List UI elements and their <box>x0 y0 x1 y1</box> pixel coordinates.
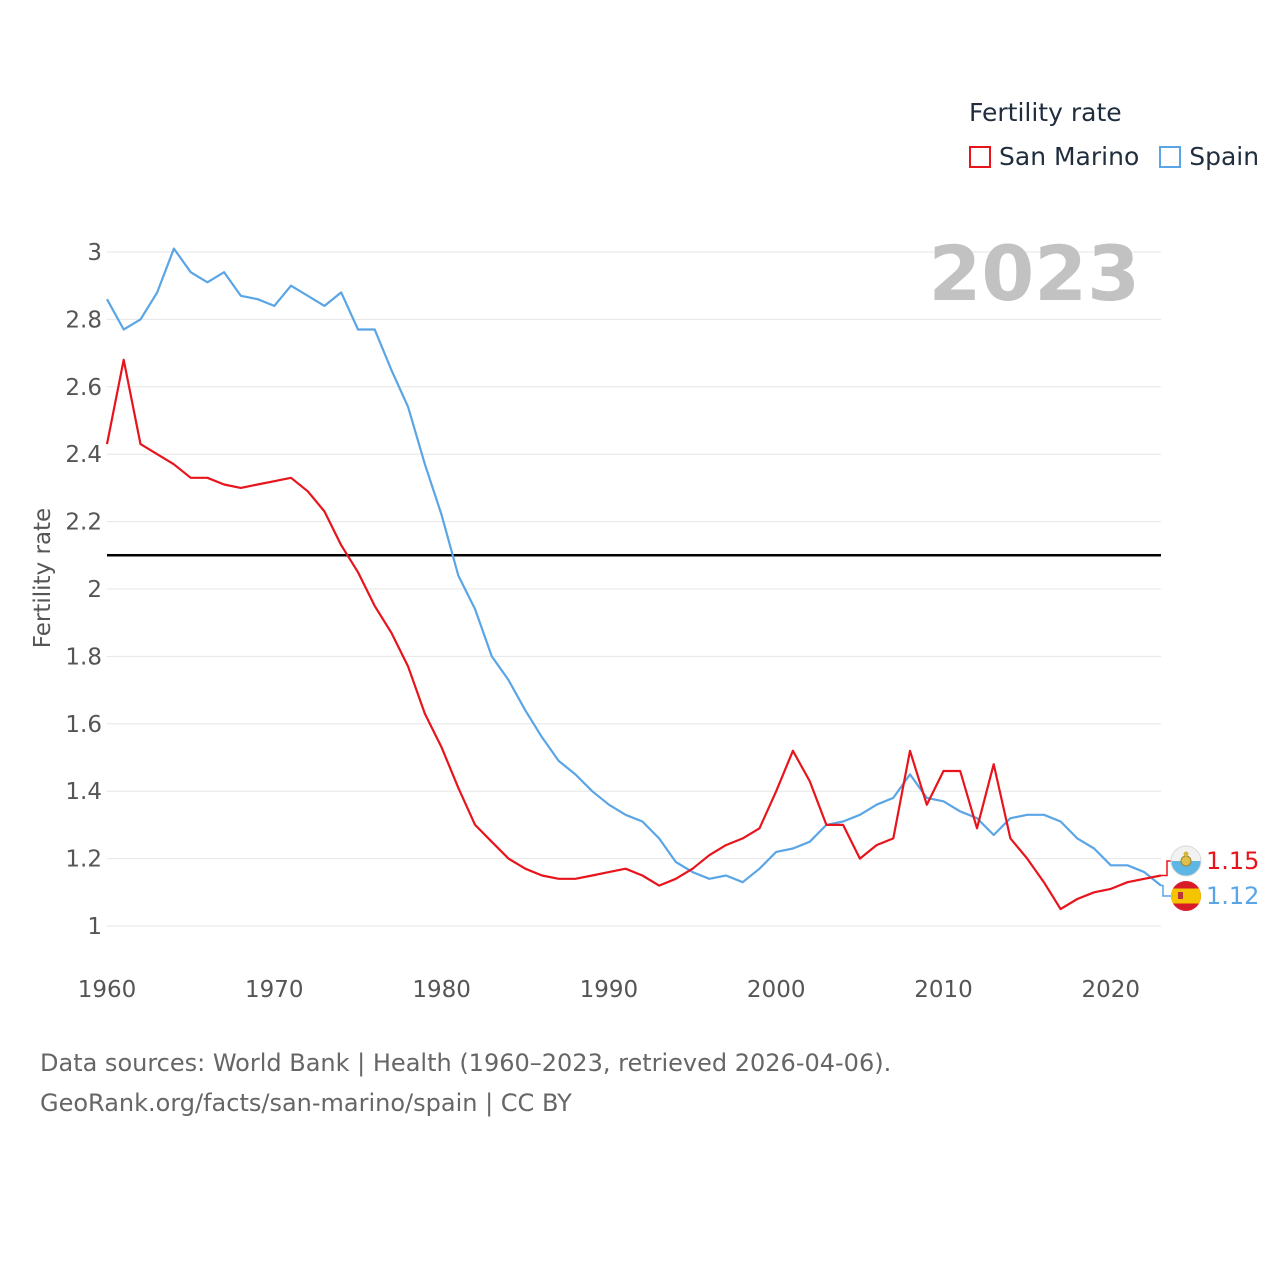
x-tick-label: 2000 <box>747 977 806 1003</box>
y-tick-label: 2.2 <box>65 510 102 536</box>
y-tick-label: 1 <box>87 914 102 940</box>
x-tick-label: 1980 <box>412 977 471 1003</box>
sources-line-2[interactable]: GeoRank.org/facts/san-marino/spain | CC … <box>40 1089 572 1117</box>
san-marino-end-label: 1.15 <box>1206 847 1259 875</box>
legend-item-san-marino[interactable]: San Marino <box>969 142 1139 171</box>
x-tick-label: 1960 <box>78 977 137 1003</box>
spain-flag-icon <box>1171 881 1201 911</box>
spain-connector <box>1161 884 1172 897</box>
legend-item-spain[interactable]: Spain <box>1159 142 1259 171</box>
y-axis-title: Fertility rate <box>30 508 56 648</box>
spain-end-label: 1.12 <box>1206 882 1259 910</box>
y-tick-label: 1.2 <box>65 847 102 873</box>
data-sources: Data sources: World Bank | Health (1960–… <box>40 1043 891 1123</box>
series-line-san-marino[interactable] <box>105 358 1162 911</box>
x-tick-label: 1990 <box>580 977 639 1003</box>
y-tick-label: 1.6 <box>65 712 102 738</box>
y-tick-label: 2 <box>87 577 102 603</box>
year-label: 2023 <box>928 229 1140 318</box>
y-tick-label: 2.4 <box>65 442 102 468</box>
sources-line-1: Data sources: World Bank | Health (1960–… <box>40 1049 892 1077</box>
y-tick-label: 3 <box>87 240 102 266</box>
legend-label-san-marino: San Marino <box>999 142 1140 171</box>
y-tick-label: 1.8 <box>65 644 102 670</box>
legend-swatch-spain <box>1159 145 1182 168</box>
legend-title: Fertility rate <box>969 98 1122 127</box>
san-marino-flag-icon <box>1170 845 1202 877</box>
x-tick-label: 2010 <box>914 977 973 1003</box>
y-tick-label: 2.8 <box>65 307 102 333</box>
y-tick-label: 2.6 <box>65 375 102 401</box>
legend-swatch-san-marino <box>969 145 991 168</box>
san-marino-connector <box>1161 860 1172 877</box>
series-line-spain[interactable] <box>106 247 1162 887</box>
legend: San Marino Spain <box>969 142 1259 171</box>
x-tick-label: 2020 <box>1082 977 1141 1003</box>
x-tick-label: 1970 <box>245 977 304 1003</box>
y-tick-label: 1.4 <box>65 779 102 805</box>
legend-label-spain: Spain <box>1189 142 1260 171</box>
